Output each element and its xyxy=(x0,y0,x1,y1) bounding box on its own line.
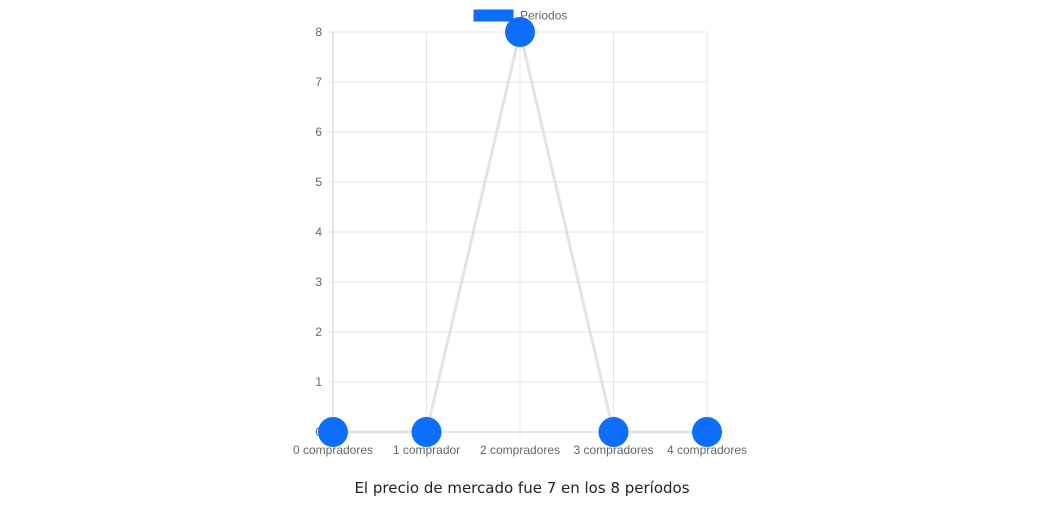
legend-label: Periodos xyxy=(520,9,567,23)
y-tick-label: 3 xyxy=(315,275,322,289)
data-point xyxy=(318,417,348,447)
y-tick-label: 8 xyxy=(315,25,322,39)
data-point xyxy=(692,417,722,447)
y-tick-label: 6 xyxy=(315,125,322,139)
x-tick-label: 0 compradores xyxy=(293,443,373,457)
y-tick-label: 2 xyxy=(315,325,322,339)
y-tick-label: 7 xyxy=(315,75,322,89)
x-tick-label: 1 comprador xyxy=(393,443,460,457)
legend[interactable]: Periodos xyxy=(472,8,567,23)
x-tick-label: 3 compradores xyxy=(573,443,653,457)
data-point xyxy=(598,417,629,447)
data-point xyxy=(411,417,442,447)
x-axis-ticks: 0 compradores 1 comprador 2 compradores 3 c… xyxy=(293,443,747,457)
x-tick-label: 4 compradores xyxy=(667,443,747,457)
x-tick-label: 2 compradores xyxy=(480,443,560,457)
legend-swatch xyxy=(472,8,515,23)
y-tick-label: 5 xyxy=(315,175,322,189)
y-axis-ticks: 012345678 xyxy=(315,25,322,439)
grid xyxy=(328,31,708,437)
series-periodos xyxy=(318,17,722,447)
y-tick-label: 1 xyxy=(315,375,322,389)
chart-caption: El precio de mercado fue 7 en los 8 perí… xyxy=(354,479,690,497)
data-point xyxy=(505,17,535,47)
y-tick-label: 4 xyxy=(315,225,322,239)
